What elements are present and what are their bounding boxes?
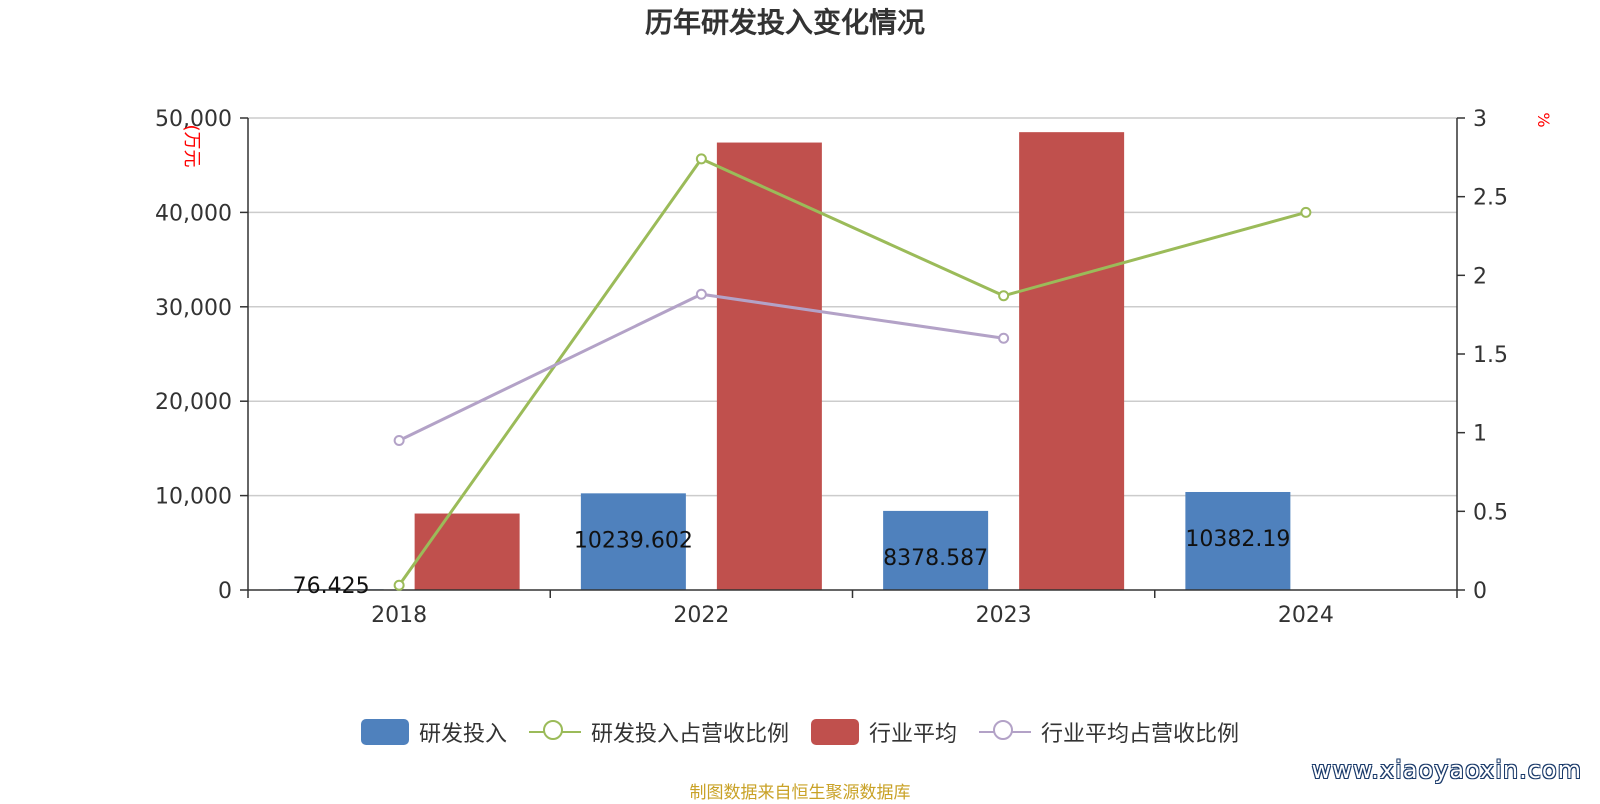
grid-layer: [248, 117, 1457, 497]
x-axis-tick-label: 2023: [976, 603, 1032, 628]
left-axis-tick-label: 40,000: [155, 201, 232, 226]
legend-item-industry-ratio[interactable]: 行业平均占营收比例: [979, 716, 1239, 748]
point-rd-ratio: [393, 579, 405, 591]
point-industry-ratio: [998, 332, 1010, 344]
bar-industry-average: [716, 142, 822, 590]
line-layer: [393, 153, 1312, 591]
bar-rd-investment: [883, 510, 989, 590]
watermark: www.xiaoyaoxin.com: [1311, 756, 1582, 784]
left-axis-tick-label: 30,000: [155, 296, 232, 321]
point-rd-ratio: [998, 290, 1010, 302]
left-axis-tick-label: 50,000: [155, 107, 232, 132]
legend-label-rd-ratio: 研发投入占营收比例: [590, 722, 789, 747]
legend-swatch-rd-ratio: [528, 719, 581, 745]
x-axis-tick-label: 2018: [371, 603, 427, 628]
data-label-rd-investment: 76.425: [293, 574, 370, 599]
data-label-rd-investment: 10382.19: [1185, 527, 1290, 552]
right-axis-tick-label: 1: [1473, 422, 1487, 447]
legend-swatch-rd-investment: [360, 719, 409, 745]
right-axis-tick-label: 0: [1473, 579, 1487, 604]
line-rd-ratio: [397, 157, 1307, 587]
right-axis-tick-label: 2.5: [1473, 186, 1508, 211]
bar-industry-average: [414, 513, 520, 590]
right-axis-tick-label: 2: [1473, 264, 1487, 289]
data-label-rd-investment: 10239.602: [574, 528, 693, 553]
legend: 研发投入 研发投入占营收比例 行业平均 行业平均占营收比例: [0, 712, 1600, 752]
bar-layer: [278, 132, 1291, 591]
left-axis-tick-label: 0: [218, 579, 232, 604]
bar-industry-average: [1019, 132, 1125, 590]
left-axis-tick-label: 20,000: [155, 390, 232, 415]
right-axis-tick-label: 1.5: [1473, 343, 1508, 368]
legend-item-rd-investment[interactable]: 研发投入: [360, 716, 507, 748]
axis-layer: 0 10,000 20,000 30,000 40,000 50,000 0 0.5 1 1.5 2…: [155, 107, 1508, 628]
legend-swatch-industry-ratio: [979, 719, 1032, 745]
point-rd-ratio: [695, 153, 707, 165]
legend-item-industry-average[interactable]: 行业平均: [811, 716, 957, 748]
x-axis-tick-label: 2024: [1278, 603, 1334, 628]
line-industry-ratio: [398, 292, 1004, 442]
data-source-note: 制图数据来自恒生聚源数据库: [689, 783, 911, 803]
right-axis-unit-label: %: [1534, 112, 1553, 127]
point-rd-ratio: [1300, 206, 1312, 218]
point-industry-ratio: [695, 288, 707, 300]
chart-title: 历年研发投入变化情况: [645, 6, 925, 39]
legend-label-industry-ratio: 行业平均占营收比例: [1041, 722, 1240, 747]
right-axis-tick-label: 3: [1473, 107, 1487, 132]
legend-swatch-industry-average: [811, 719, 859, 745]
legend-label-industry-average: 行业平均: [869, 722, 958, 747]
bar-rd-investment: [580, 493, 686, 590]
point-industry-ratio: [393, 435, 405, 447]
right-axis-tick-label: 0.5: [1473, 500, 1508, 525]
legend-item-rd-ratio[interactable]: 研发投入占营收比例: [528, 716, 789, 748]
left-axis-tick-label: 10,000: [155, 485, 232, 510]
bar-rd-investment: [1185, 491, 1291, 590]
data-label-rd-investment: 8378.587: [883, 546, 988, 571]
x-axis-tick-label: 2022: [673, 603, 729, 628]
left-axis-unit-label: (万元: [181, 124, 202, 167]
legend-label-rd-investment: 研发投入: [418, 722, 507, 747]
label-layer: 76.425 10239.602 8378.587 10382.19: [293, 527, 1291, 599]
